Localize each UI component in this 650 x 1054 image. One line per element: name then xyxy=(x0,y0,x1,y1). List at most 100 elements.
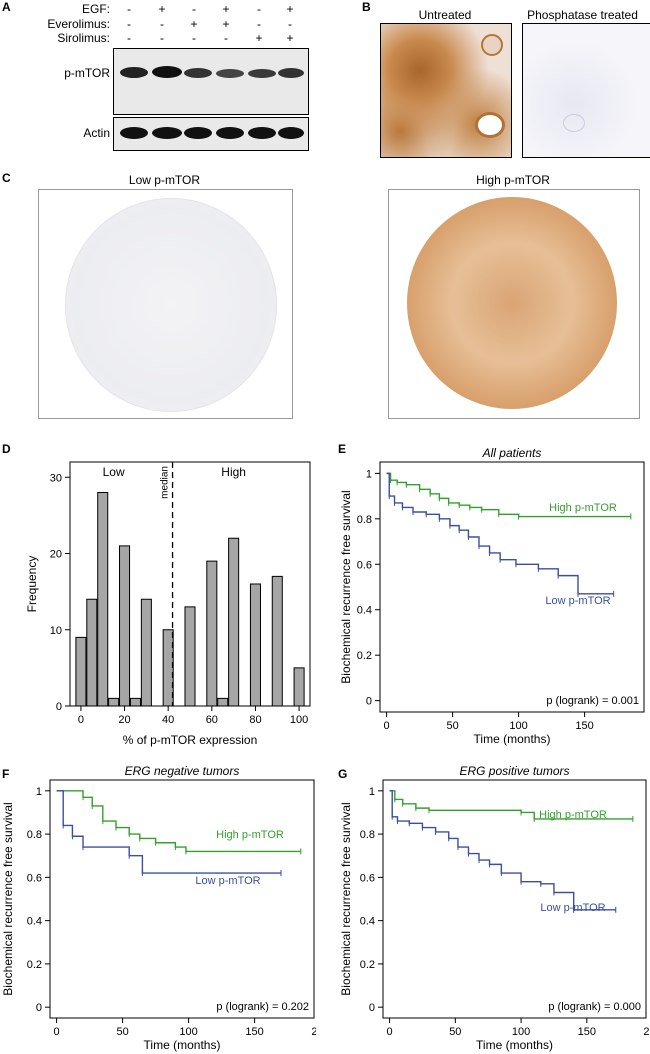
y-axis-title: Biochemical recurrence free survival xyxy=(339,802,353,995)
actin-blot xyxy=(113,117,309,151)
panel-label-f: F xyxy=(2,767,10,781)
histogram-bar xyxy=(75,636,87,707)
x-axis-title: Time (months) xyxy=(476,1038,553,1052)
y-tick-label: 1 xyxy=(366,468,372,480)
pvalue-label: p (logrank) = 0.202 xyxy=(216,1001,309,1013)
y-tick-label: 0 xyxy=(369,1002,375,1014)
y-tick-label: 0 xyxy=(366,696,372,708)
histogram-bar xyxy=(162,629,174,707)
sign: - xyxy=(160,17,164,31)
x-tick-label: 0 xyxy=(54,1026,60,1038)
x-tick-label: 80 xyxy=(249,714,261,726)
y-tick-label: 0.2 xyxy=(27,959,42,971)
pvalue-label: p (logrank) = 0.000 xyxy=(548,1001,641,1013)
y-axis-title: Biochemical recurrence free survival xyxy=(1,802,15,995)
pvalue-label: p (logrank) = 0.001 xyxy=(546,695,639,707)
survival-curve-high xyxy=(389,790,633,820)
sign: - xyxy=(257,2,261,16)
x-tick-label: 0 xyxy=(78,714,84,726)
chart-e: High p-mTOR Low p-mTOR All patients 0 50 100 1… xyxy=(339,446,645,746)
histogram-bar xyxy=(108,697,120,707)
x-axis-title: Time (months) xyxy=(474,732,551,746)
sign: - xyxy=(127,31,131,45)
chart-title: ERG negative tumors xyxy=(125,764,240,778)
series-label-high: High p-mTOR xyxy=(539,809,607,821)
plot-frame xyxy=(379,461,645,713)
row-label-everolimus: Everolimus: xyxy=(47,17,110,31)
survival-curve-high xyxy=(56,790,301,853)
histogram-bar xyxy=(217,697,229,707)
pmtor-blot xyxy=(113,48,309,115)
panel-label-d: D xyxy=(2,442,11,456)
survival-curve-low xyxy=(56,790,281,874)
y-tick-label: 0.2 xyxy=(357,650,372,662)
sign: + xyxy=(222,17,230,31)
x-tick-label: 50 xyxy=(449,1026,461,1038)
series-label-high: High p-mTOR xyxy=(216,829,284,841)
sign: - xyxy=(127,2,131,16)
series-label-low: Low p-mTOR xyxy=(545,595,610,607)
plot-frame xyxy=(69,461,311,707)
y-tick-label: 30 xyxy=(50,472,62,484)
chart-title: ERG positive tumors xyxy=(459,764,569,778)
row-label-sirolimus: Sirolimus: xyxy=(57,31,110,45)
histogram-bar xyxy=(184,606,196,707)
histogram-bar xyxy=(271,575,283,707)
histogram-bar xyxy=(86,598,98,707)
y-tick-label: 1 xyxy=(369,786,375,798)
low-pmtor-title: Low p-mTOR xyxy=(128,173,201,187)
sign: + xyxy=(255,31,263,45)
sign: - xyxy=(160,31,164,45)
x-tick-label: 60 xyxy=(206,714,218,726)
x-tick-label: 20 xyxy=(118,714,130,726)
sign: - xyxy=(192,31,196,45)
x-tick-label: 200 xyxy=(311,1026,316,1038)
y-axis-title: Biochemical recurrence free survival xyxy=(339,490,353,683)
sign: - xyxy=(224,31,228,45)
sign: + xyxy=(286,31,294,45)
histogram-bar xyxy=(206,560,218,707)
histogram-bar xyxy=(293,667,305,707)
sign: - xyxy=(127,17,131,31)
plot-frame xyxy=(382,779,647,1019)
untreated-ihc-image xyxy=(380,23,512,158)
survival-curve-low xyxy=(386,472,614,595)
low-label: Low xyxy=(103,465,125,479)
y-tick-label: 0.8 xyxy=(27,829,42,841)
sign: + xyxy=(158,2,166,16)
y-tick-label: 0.4 xyxy=(360,916,375,928)
y-axis-title: Frequency xyxy=(25,556,39,613)
chart-d: median Low High 0 20 40 60 80 100 0 10 20 30 % of p-m… xyxy=(25,461,311,747)
y-tick-label: 1 xyxy=(36,786,42,798)
high-pmtor-tma-image xyxy=(388,189,640,419)
y-tick-label: 0.6 xyxy=(360,872,375,884)
plot-frame xyxy=(49,779,315,1019)
chart-f: High p-mTOR Low p-mTOR ERG negative tumors… xyxy=(1,764,316,1052)
x-axis-title: % of p-mTOR expression xyxy=(123,733,258,747)
x-tick-label: 200 xyxy=(643,1026,650,1038)
x-tick-label: 150 xyxy=(575,720,593,732)
x-tick-label: 100 xyxy=(512,1026,530,1038)
phosphatase-ihc-image xyxy=(522,23,650,158)
x-tick-label: 50 xyxy=(446,720,458,732)
row-label-egf: EGF: xyxy=(81,2,110,16)
histogram-bar xyxy=(119,545,131,707)
histogram-bar xyxy=(97,492,109,707)
y-tick-label: 0.8 xyxy=(357,514,372,526)
chart-g: High p-mTOR Low p-mTOR ERG positive tumors… xyxy=(339,764,650,1052)
panel-label-a: A xyxy=(2,0,11,14)
sign: + xyxy=(222,2,230,16)
panel-label-g: G xyxy=(338,767,348,781)
histogram-bar xyxy=(129,697,141,707)
high-pmtor-title: High p-mTOR xyxy=(476,173,550,187)
x-tick-label: 40 xyxy=(162,714,174,726)
x-axis-title: Time (months) xyxy=(144,1038,221,1052)
y-tick-label: 0.8 xyxy=(360,829,375,841)
histogram-bar xyxy=(228,537,240,707)
low-pmtor-tma-image xyxy=(38,189,293,419)
sign: - xyxy=(192,2,196,16)
y-tick-label: 0.2 xyxy=(360,959,375,971)
x-tick-label: 0 xyxy=(384,720,390,732)
blot-label-pmtor: p-mTOR xyxy=(64,66,110,80)
y-tick-label: 10 xyxy=(50,625,62,637)
